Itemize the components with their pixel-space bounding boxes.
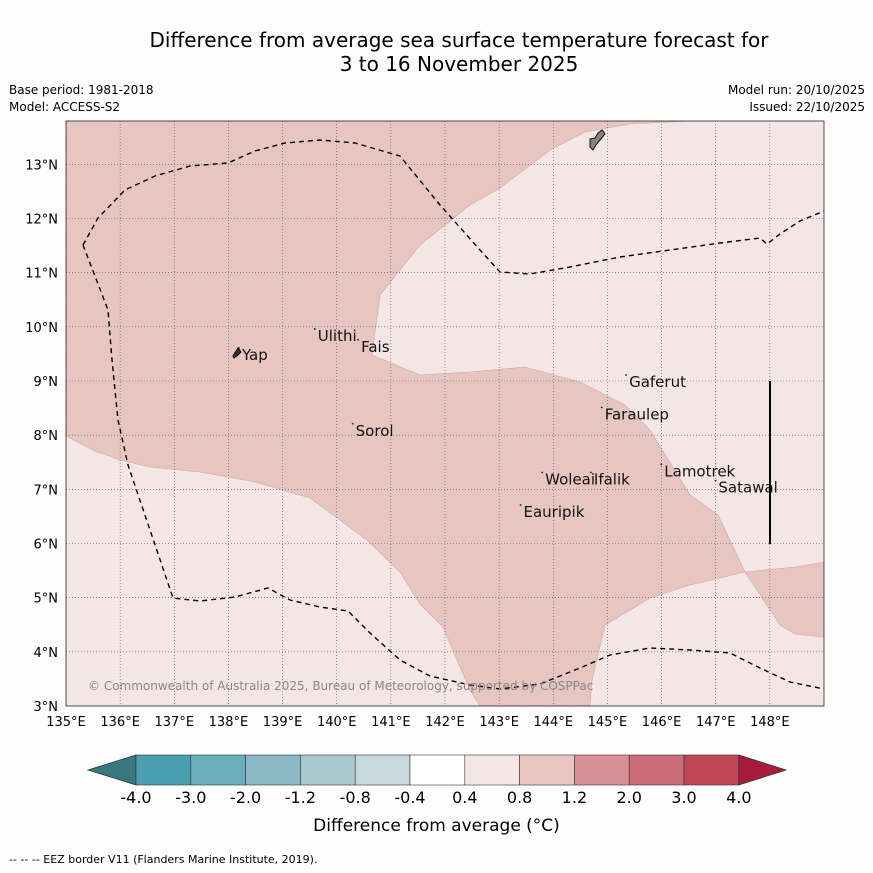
lon-tick-label: 146°E bbox=[642, 715, 682, 730]
anomaly-0.8-1.2-region bbox=[66, 121, 824, 706]
colorbar-segment bbox=[464, 754, 520, 786]
lat-tick-label: 13°N bbox=[25, 158, 58, 173]
lon-tick-label: 147°E bbox=[696, 715, 736, 730]
colorbar-tick-label: 1.2 bbox=[562, 788, 587, 807]
map-frame bbox=[65, 120, 825, 707]
place-marker bbox=[541, 471, 544, 474]
yap-island bbox=[232, 347, 242, 359]
colorbar-segment bbox=[300, 754, 356, 786]
meta-right: Model run: 20/10/2025 Issued: 22/10/2025 bbox=[728, 82, 865, 116]
lon-tick-label: 141°E bbox=[371, 715, 411, 730]
lat-tick-label: 5°N bbox=[34, 592, 59, 607]
colorbar-segment bbox=[135, 754, 192, 786]
lat-tick-label: 12°N bbox=[25, 213, 58, 228]
lon-tick-label: 138°E bbox=[209, 715, 249, 730]
axis-labels: 135°E 136°E 137°E 138°E 139°E 140°E 141°E 142°E… bbox=[25, 158, 789, 730]
lon-tick-label: 135°E bbox=[46, 715, 86, 730]
lon-tick-label: 144°E bbox=[534, 715, 574, 730]
guam-island bbox=[589, 129, 606, 151]
lat-tick-label: 7°N bbox=[34, 483, 59, 498]
meta-left: Base period: 1981-2018 Model: ACCESS-S2 bbox=[9, 82, 154, 116]
place-marker bbox=[357, 338, 359, 341]
model-name: Model: ACCESS-S2 bbox=[9, 100, 121, 114]
lon-tick-label: 136°E bbox=[100, 715, 140, 730]
colorbar-tick-label: -3.0 bbox=[175, 788, 206, 807]
place-label-woleai: Woleai bbox=[545, 471, 595, 489]
colorbar: -4.0 -3.0 -2.0 -1.2 -0.8 -0.4 0.4 0.8 1.2 2.0 3.0 4… bbox=[86, 754, 788, 807]
footer-note: -- -- -- EEZ border V11 (Flanders Marine… bbox=[9, 853, 318, 866]
eez-border bbox=[82, 139, 824, 690]
lon-tick-label: 137°E bbox=[155, 715, 195, 730]
colorbar-tick-label: 3.0 bbox=[671, 788, 696, 807]
place-label-lamotrek: Lamotrek bbox=[664, 462, 735, 480]
colorbar-tick-label: -4.0 bbox=[120, 788, 151, 807]
colorbar-segment bbox=[409, 754, 466, 786]
lon-tick-label: 139°E bbox=[263, 715, 303, 730]
colorbar-tick-label: -1.2 bbox=[285, 788, 316, 807]
colorbar-tick-label: 0.8 bbox=[507, 788, 532, 807]
lat-tick-label: 3°N bbox=[34, 700, 59, 715]
lat-tick-label: 6°N bbox=[34, 538, 59, 553]
colorbar-tick-label: -2.0 bbox=[230, 788, 261, 807]
place-label-eauripik: Eauripik bbox=[524, 503, 585, 521]
colorbar-segment bbox=[574, 754, 630, 786]
place-marker bbox=[625, 374, 627, 376]
place-marker bbox=[660, 463, 663, 466]
lat-tick-label: 9°N bbox=[34, 375, 59, 390]
place-marker bbox=[351, 422, 354, 425]
graticule bbox=[66, 121, 824, 706]
lon-tick-label: 143°E bbox=[479, 715, 519, 730]
colorbar-segment bbox=[354, 754, 411, 786]
place-marker bbox=[714, 479, 717, 482]
colorbar-tick-label: -0.8 bbox=[340, 788, 371, 807]
copyright-text: © Commonwealth of Australia 2025, Bureau… bbox=[88, 679, 593, 693]
chart-title: Difference from average sea surface temp… bbox=[66, 28, 852, 76]
place-label-satawal: Satawal bbox=[718, 479, 777, 497]
place-marker bbox=[313, 328, 316, 330]
place-label-yap: Yap bbox=[241, 346, 268, 364]
model-run: Model run: 20/10/2025 bbox=[727, 83, 865, 97]
lon-tick-label: 140°E bbox=[317, 715, 357, 730]
place-label-ifalik: Ifalik bbox=[594, 471, 630, 489]
lat-tick-label: 4°N bbox=[34, 646, 59, 661]
colorbar-tick-label: 0.4 bbox=[452, 788, 477, 807]
lat-tick-label: 10°N bbox=[25, 321, 58, 336]
colorbar-extend-low bbox=[86, 754, 137, 786]
lat-tick-label: 11°N bbox=[25, 267, 58, 282]
place-label-gaferut: Gaferut bbox=[629, 373, 686, 391]
place-label-faraulep: Faraulep bbox=[605, 406, 669, 424]
place-label-fais: Fais bbox=[361, 338, 390, 356]
colorbar-extend-high bbox=[738, 754, 788, 786]
colorbar-segment bbox=[190, 754, 246, 786]
place-label-ulithi: Ulithi bbox=[318, 327, 357, 345]
place-marker bbox=[600, 406, 603, 409]
lat-tick-label: 8°N bbox=[34, 429, 59, 444]
lon-tick-label: 148°E bbox=[750, 715, 790, 730]
colorbar-tick-label: 2.0 bbox=[616, 788, 641, 807]
base-period: Base period: 1981-2018 bbox=[9, 83, 154, 97]
colorbar-segment bbox=[519, 754, 575, 786]
place-marker bbox=[519, 504, 522, 506]
lon-tick-label: 145°E bbox=[588, 715, 628, 730]
issued-date: Issued: 22/10/2025 bbox=[749, 100, 865, 114]
colorbar-label: Difference from average (°C) bbox=[313, 816, 560, 836]
colorbar-segment bbox=[683, 754, 740, 786]
title-line-2: 3 to 16 November 2025 bbox=[339, 52, 579, 76]
title-line-1: Difference from average sea surface temp… bbox=[149, 28, 769, 52]
colorbar-segment bbox=[628, 754, 685, 786]
place-marker bbox=[238, 347, 240, 349]
place-marker bbox=[589, 471, 592, 474]
lon-tick-label: 142°E bbox=[425, 715, 465, 730]
colorbar-tick-label: -0.4 bbox=[394, 788, 425, 807]
colorbar-segment bbox=[245, 754, 301, 786]
place-label-sorol: Sorol bbox=[356, 422, 394, 440]
colorbar-tick-label: 4.0 bbox=[726, 788, 751, 807]
